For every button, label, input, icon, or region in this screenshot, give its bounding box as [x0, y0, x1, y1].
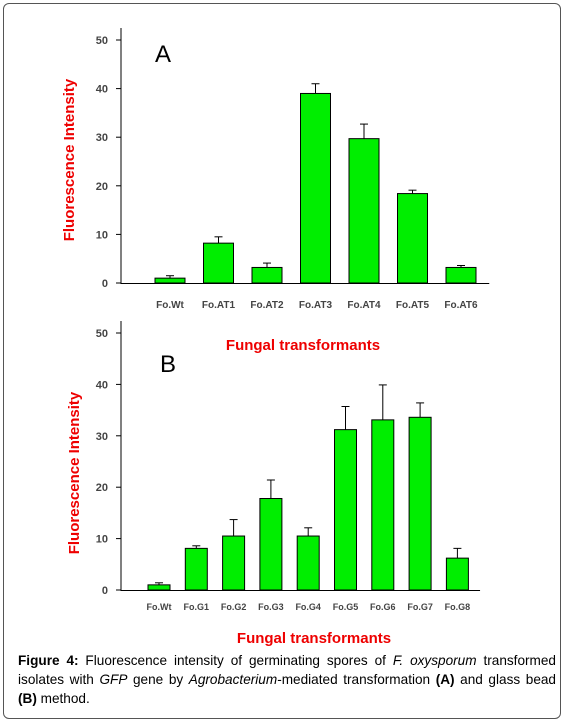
y-axis-title: Fluorescence Intensity [61, 78, 78, 241]
caption-text-6: method. [36, 691, 90, 706]
x-tick-label: Fo.G6 [370, 602, 396, 612]
caption-species: F. oxysporum [392, 653, 477, 668]
y-tick-label: 50 [96, 328, 108, 340]
bar [348, 138, 380, 284]
y-axis-title: Fluorescence Intensity [66, 391, 83, 554]
caption-gene: GFP [99, 672, 128, 687]
caption-label: Figure 4: [18, 653, 79, 668]
x-tick-label: Fo.Wt [156, 300, 184, 311]
bar [222, 535, 246, 591]
bar [296, 535, 320, 591]
bar [397, 193, 428, 284]
bar [371, 419, 395, 591]
x-tick-label: Fo.G4 [295, 602, 321, 612]
x-tick-label: Fo.G5 [333, 602, 359, 612]
x-tick-label: Fo.AT1 [202, 300, 236, 311]
x-tick-label: Fo.G3 [258, 602, 284, 612]
caption-text-1: Fluorescence intensity of germinating sp… [78, 653, 393, 668]
x-tick-label: Fo.AT6 [444, 300, 478, 311]
y-tick-label: 20 [96, 181, 108, 193]
caption-agrobacterium: Agrobacterium [188, 672, 278, 687]
x-tick-label: Fo.G8 [445, 602, 471, 612]
y-tick-label: 0 [102, 278, 108, 290]
x-axis-title: Fungal transformants [226, 337, 380, 354]
bar [147, 584, 171, 591]
x-tick-label: Fo.G2 [221, 602, 247, 612]
caption-text-5: and glass bead [454, 672, 556, 687]
bar [184, 547, 208, 591]
figure-caption: Figure 4: Fluorescence intensity of germ… [18, 651, 556, 708]
bar [259, 498, 283, 591]
y-tick-label: 30 [96, 431, 108, 443]
caption-text-4: -mediated transformation [277, 672, 436, 687]
y-tick-label: 50 [96, 35, 108, 47]
y-tick-label: 20 [96, 482, 108, 494]
caption-text-3: gene by [127, 672, 189, 687]
panel-label: A [155, 41, 171, 68]
bar [334, 429, 357, 591]
panel-label: B [160, 351, 176, 378]
bar [251, 266, 283, 284]
x-tick-label: Fo.G7 [407, 602, 433, 612]
x-axis-title: Fungal transformants [237, 630, 391, 647]
y-tick-label: 0 [102, 585, 108, 597]
caption-text-2: transformed isolates with [18, 653, 556, 687]
bar [445, 266, 477, 284]
y-tick-label: 30 [96, 132, 108, 144]
y-tick-label: 40 [96, 84, 108, 96]
bar [203, 242, 234, 284]
x-tick-label: Fo.G1 [184, 602, 210, 612]
y-tick-label: 40 [96, 379, 108, 391]
bar [300, 92, 331, 284]
figure-frame [3, 3, 561, 719]
caption-a: (A) [435, 672, 455, 687]
x-tick-label: Fo.AT3 [299, 300, 333, 311]
bar [154, 277, 186, 284]
x-tick-label: Fo.AT5 [396, 300, 430, 311]
y-tick-label: 10 [96, 229, 108, 241]
y-tick-label: 10 [96, 534, 108, 546]
x-tick-label: Fo.AT2 [250, 300, 284, 311]
bar [445, 557, 469, 591]
x-tick-label: Fo.Wt [147, 602, 172, 612]
x-tick-label: Fo.AT4 [347, 300, 381, 311]
caption-b: (B) [18, 691, 37, 706]
bar [408, 416, 432, 591]
